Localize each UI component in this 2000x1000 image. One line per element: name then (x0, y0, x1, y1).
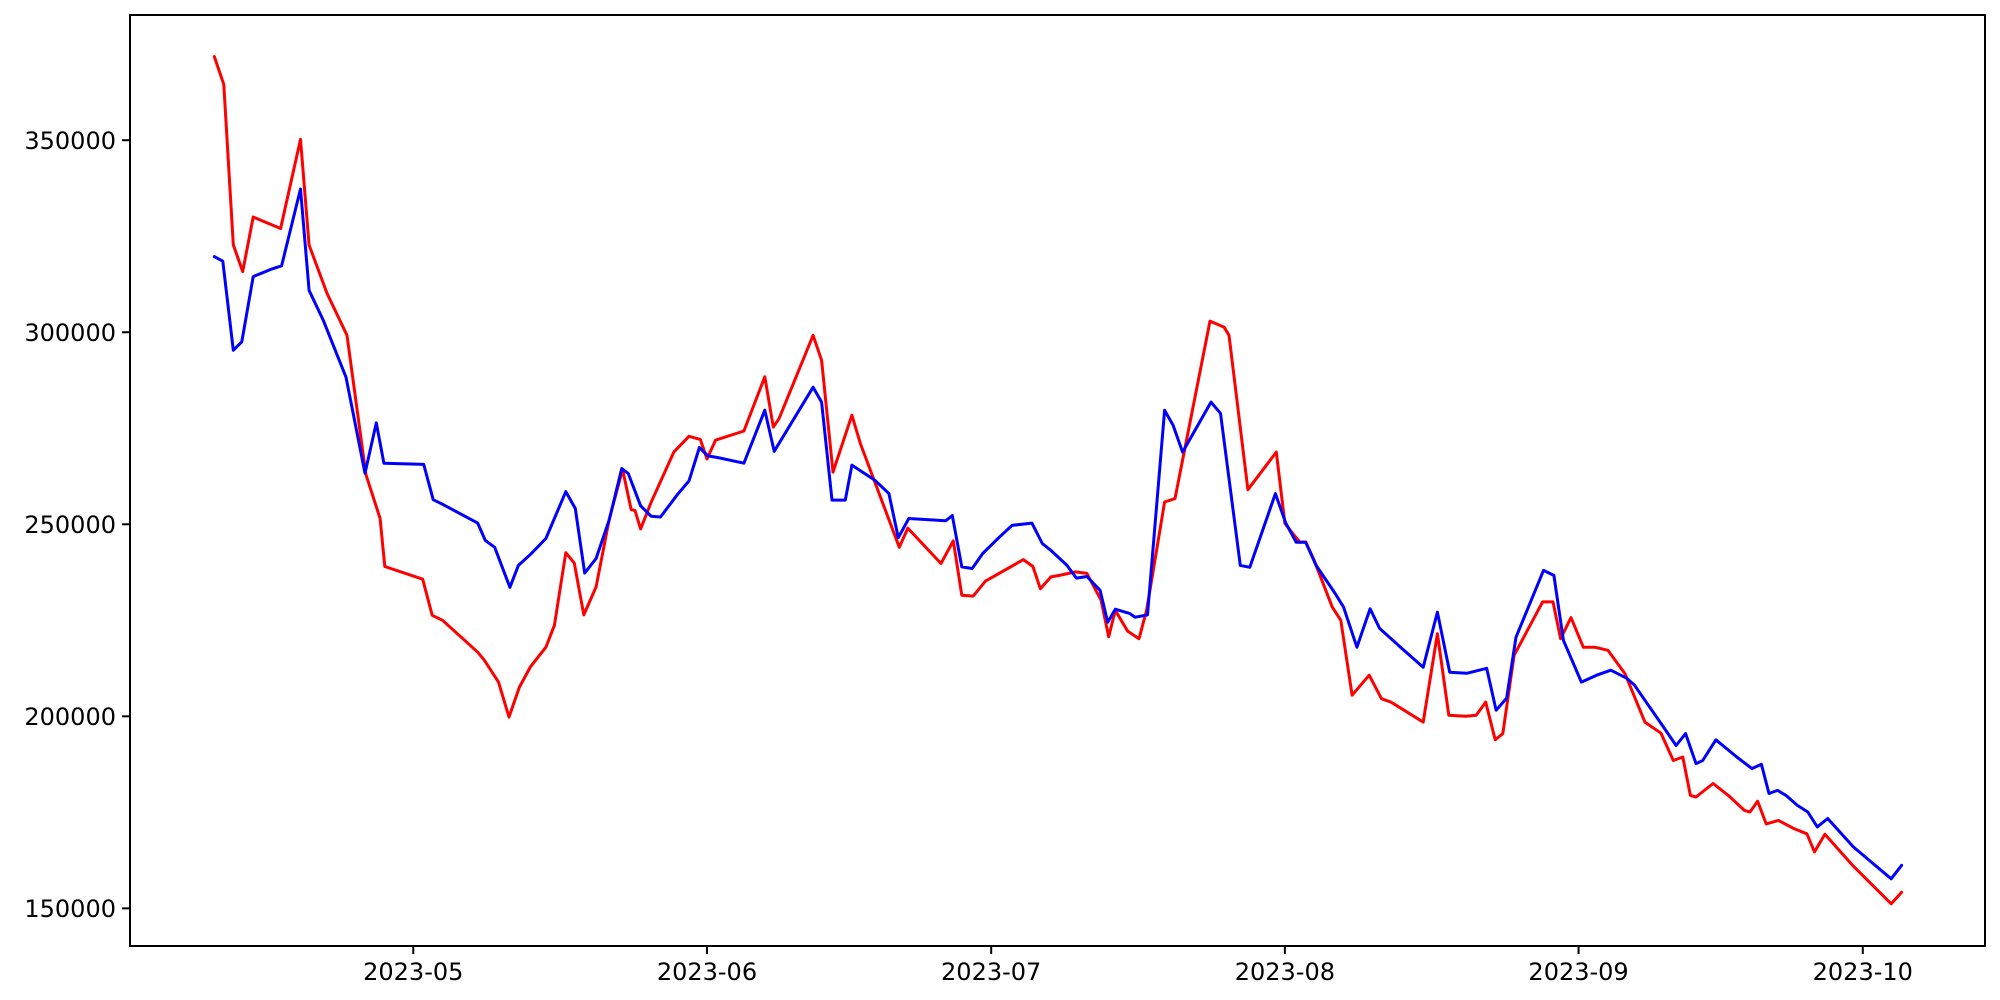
y-tick-label: 250000 (24, 511, 116, 539)
x-tick-label: 2023-06 (657, 958, 757, 986)
x-tick-label: 2023-07 (941, 958, 1041, 986)
y-tick-label: 200000 (24, 703, 116, 731)
plot-frame (129, 14, 1986, 947)
series-red-line (212, 55, 1904, 906)
y-tick-label: 150000 (24, 895, 116, 923)
x-tick-label: 2023-05 (363, 958, 463, 986)
y-tick-label: 350000 (24, 127, 116, 155)
y-tick-label: 300000 (24, 319, 116, 347)
x-tick-label: 2023-08 (1235, 958, 1335, 986)
series-blue-line (212, 187, 1904, 881)
x-tick-label: 2023-10 (1813, 958, 1913, 986)
x-tick-label: 2023-09 (1528, 958, 1628, 986)
